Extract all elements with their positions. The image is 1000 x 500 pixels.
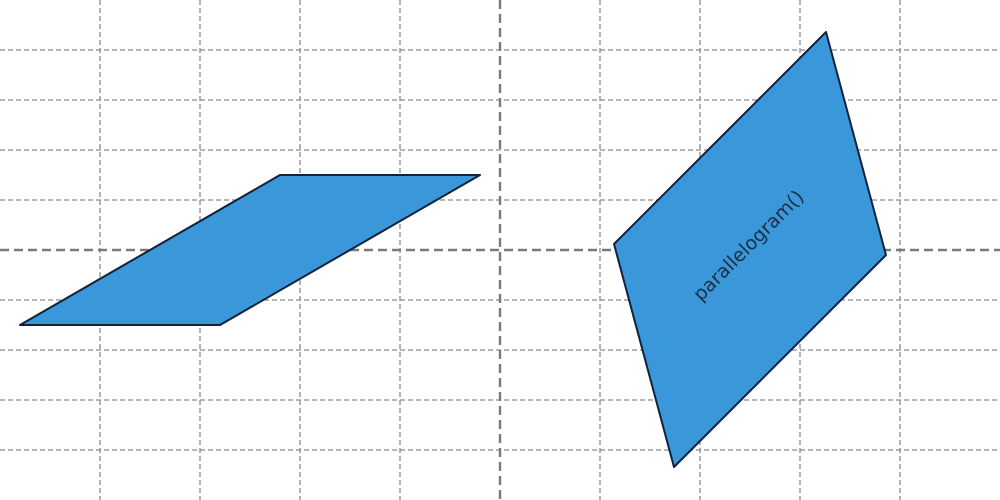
right-parallelogram [613,31,887,468]
left-parallelogram [19,174,481,326]
